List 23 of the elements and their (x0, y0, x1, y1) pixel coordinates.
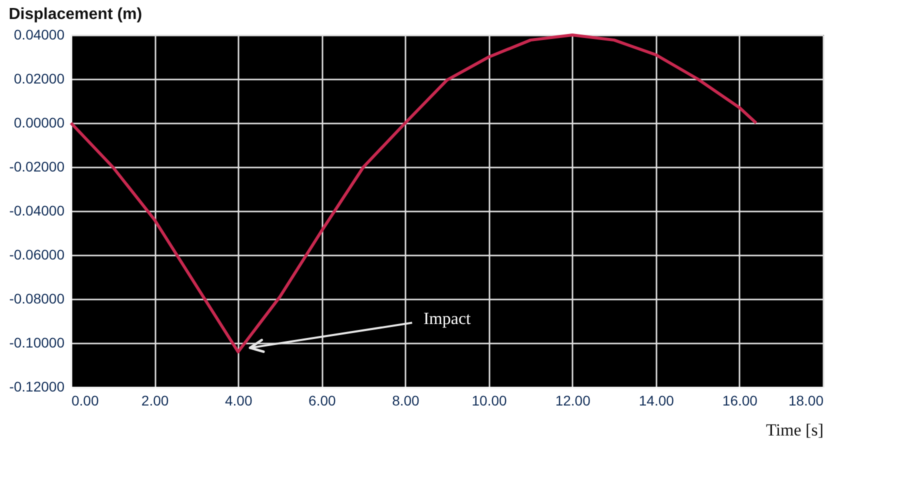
x-tick-label: 16.00 (722, 392, 758, 408)
x-axis-title: Time [s] (766, 420, 824, 440)
x-tick-label: 18.00 (788, 392, 824, 408)
x-tick-label: 12.00 (555, 392, 591, 408)
x-tick-label: 2.00 (141, 392, 169, 408)
x-tick-label: 6.00 (308, 392, 336, 408)
x-tick-label: 4.00 (224, 392, 252, 408)
x-tick-label: 8.00 (392, 392, 420, 408)
y-tick-label: 0.00000 (14, 114, 65, 130)
y-tick-label: 0.04000 (14, 26, 65, 42)
y-tick-label: -0.06000 (9, 246, 65, 262)
x-tick-label: 14.00 (638, 392, 674, 408)
annotation: Impact (424, 308, 471, 328)
x-tick-label: 0.00 (72, 392, 99, 408)
y-tick-label: -0.02000 (9, 158, 65, 174)
y-tick-label: -0.08000 (9, 290, 65, 306)
y-tick-label: 0.02000 (14, 70, 65, 86)
line-series (70, 34, 758, 354)
y-tick-label: -0.12000 (9, 378, 65, 394)
chart-title: Displacement (m) (8, 6, 142, 23)
y-tick-label: -0.10000 (9, 334, 65, 350)
y-tick-label: -0.04000 (9, 202, 65, 218)
x-tick-label: 10.00 (472, 392, 507, 408)
